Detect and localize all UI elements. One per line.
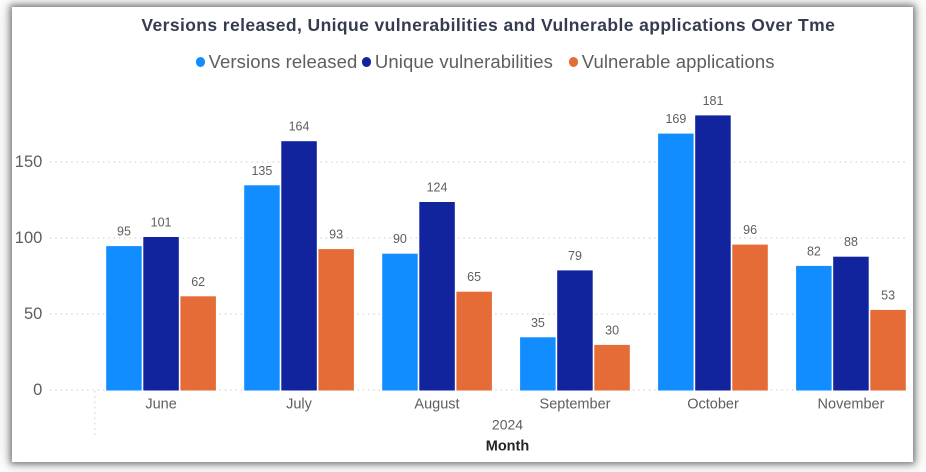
svg-text:62: 62 [191, 275, 205, 289]
svg-text:July: July [286, 396, 313, 412]
svg-text:93: 93 [329, 228, 343, 242]
svg-text:100: 100 [15, 229, 43, 247]
svg-text:August: August [414, 396, 459, 412]
svg-text:95: 95 [117, 225, 131, 239]
svg-text:124: 124 [427, 181, 448, 195]
svg-text:2024: 2024 [492, 417, 523, 433]
svg-text:53: 53 [881, 288, 895, 302]
svg-text:101: 101 [151, 216, 172, 230]
svg-text:50: 50 [24, 305, 42, 323]
svg-text:0: 0 [33, 381, 42, 399]
svg-text:88: 88 [844, 235, 858, 249]
svg-text:150: 150 [15, 153, 43, 171]
svg-text:September: September [540, 396, 611, 412]
svg-text:Month: Month [486, 439, 529, 455]
svg-text:June: June [145, 396, 176, 412]
svg-text:82: 82 [807, 244, 821, 258]
svg-text:135: 135 [251, 164, 272, 178]
svg-text:79: 79 [568, 249, 582, 263]
svg-text:October: October [687, 396, 739, 412]
svg-text:96: 96 [743, 223, 757, 237]
svg-text:90: 90 [393, 232, 407, 246]
svg-text:164: 164 [289, 120, 310, 134]
svg-text:November: November [818, 396, 885, 412]
svg-text:169: 169 [665, 112, 686, 126]
svg-text:35: 35 [531, 316, 545, 330]
svg-text:65: 65 [467, 270, 481, 284]
svg-text:181: 181 [703, 94, 724, 108]
svg-text:30: 30 [605, 323, 619, 337]
